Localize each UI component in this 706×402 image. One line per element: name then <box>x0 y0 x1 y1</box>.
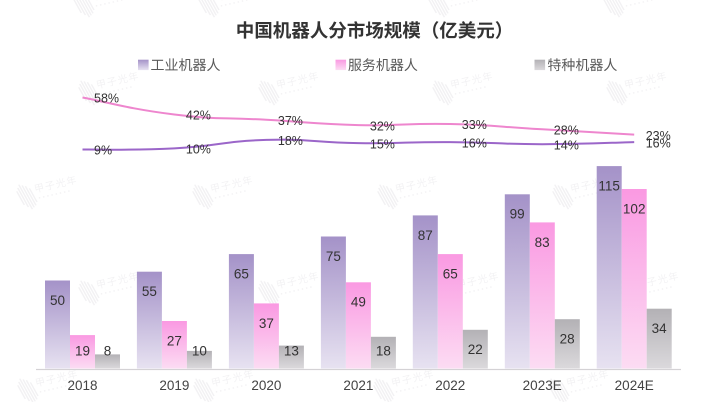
svg-text:19: 19 <box>75 343 90 358</box>
svg-text:34: 34 <box>652 321 668 336</box>
svg-text:18: 18 <box>376 343 391 358</box>
svg-text:2019: 2019 <box>159 378 189 393</box>
svg-text:99: 99 <box>510 207 525 222</box>
svg-text:32%: 32% <box>370 119 395 133</box>
svg-text:37: 37 <box>259 316 274 331</box>
svg-text:2020: 2020 <box>251 378 281 393</box>
svg-text:65: 65 <box>443 267 458 282</box>
svg-text:83: 83 <box>535 235 550 250</box>
svg-text:28: 28 <box>560 332 575 347</box>
svg-text:37%: 37% <box>278 114 303 128</box>
svg-text:75: 75 <box>326 249 341 264</box>
svg-text:22: 22 <box>468 342 483 357</box>
svg-text:49: 49 <box>351 295 366 310</box>
svg-text:9%: 9% <box>94 144 112 158</box>
svg-text:65: 65 <box>234 267 249 282</box>
svg-text:33%: 33% <box>462 118 487 132</box>
svg-text:2022: 2022 <box>435 378 465 393</box>
svg-text:42%: 42% <box>186 109 211 123</box>
svg-text:102: 102 <box>623 201 646 216</box>
svg-text:58%: 58% <box>94 92 119 106</box>
svg-text:15%: 15% <box>370 137 395 151</box>
svg-text:8: 8 <box>104 343 112 358</box>
svg-text:18%: 18% <box>278 134 303 148</box>
svg-text:28%: 28% <box>554 124 579 138</box>
svg-text:55: 55 <box>142 284 157 299</box>
svg-text:2023E: 2023E <box>523 378 562 393</box>
svg-text:10: 10 <box>192 343 207 358</box>
svg-text:14%: 14% <box>554 138 579 152</box>
svg-text:13: 13 <box>284 343 299 358</box>
svg-text:16%: 16% <box>646 136 671 150</box>
svg-text:16%: 16% <box>462 136 487 150</box>
svg-text:2024E: 2024E <box>615 378 654 393</box>
svg-text:10%: 10% <box>186 143 211 157</box>
svg-text:115: 115 <box>598 179 620 194</box>
svg-text:2021: 2021 <box>343 378 373 393</box>
svg-text:27: 27 <box>167 333 182 348</box>
svg-text:50: 50 <box>50 293 65 308</box>
svg-text:87: 87 <box>418 228 433 243</box>
svg-text:23%: 23% <box>646 129 671 143</box>
svg-text:2018: 2018 <box>67 378 97 393</box>
